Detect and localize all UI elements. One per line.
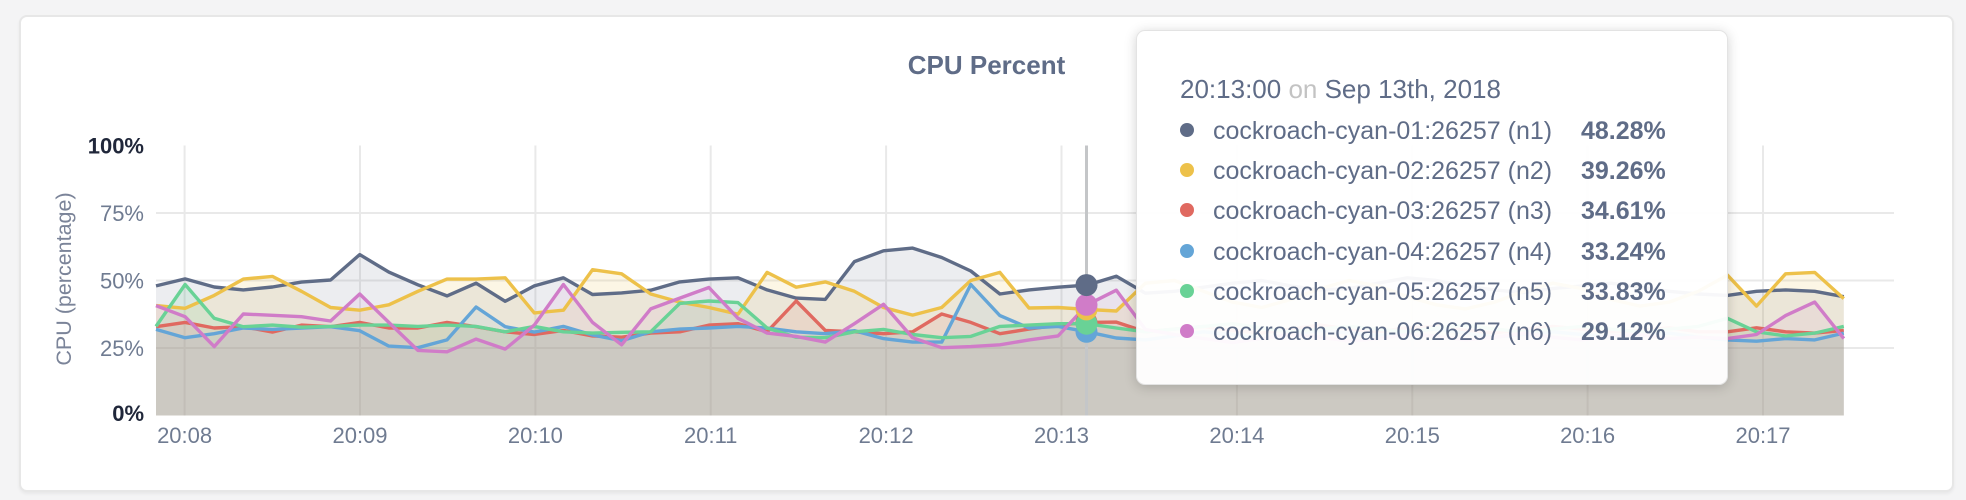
svg-text:75%: 75% <box>100 201 144 226</box>
svg-text:20:12: 20:12 <box>859 423 914 448</box>
svg-text:20:14: 20:14 <box>1209 423 1264 448</box>
svg-text:100%: 100% <box>88 134 144 159</box>
svg-text:20:17: 20:17 <box>1735 423 1790 448</box>
svg-text:20:11: 20:11 <box>684 423 737 448</box>
svg-text:0%: 0% <box>112 401 144 426</box>
svg-text:20:16: 20:16 <box>1560 423 1615 448</box>
svg-text:20:13: 20:13 <box>1034 423 1089 448</box>
svg-text:20:15: 20:15 <box>1385 423 1440 448</box>
svg-text:25%: 25% <box>100 336 144 361</box>
svg-text:CPU (percentage): CPU (percentage) <box>52 192 76 365</box>
svg-text:20:09: 20:09 <box>332 423 387 448</box>
svg-text:20:08: 20:08 <box>157 423 212 448</box>
svg-text:20:10: 20:10 <box>508 423 563 448</box>
svg-text:50%: 50% <box>100 269 144 294</box>
